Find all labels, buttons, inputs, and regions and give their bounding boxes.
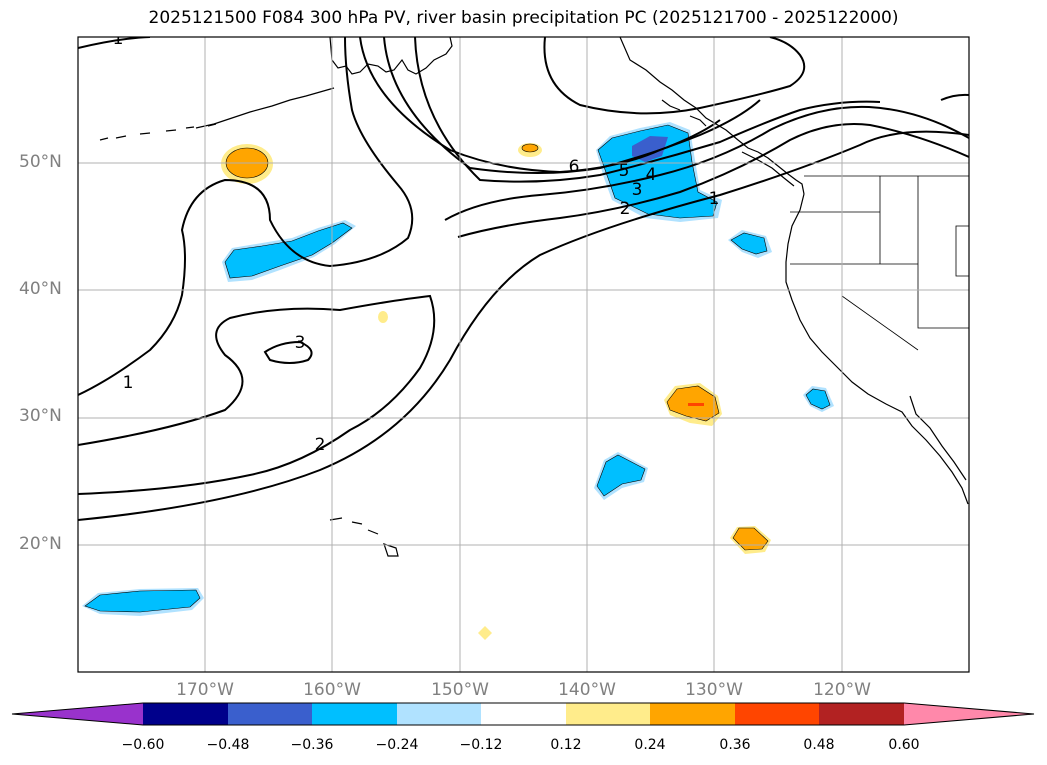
negative-anomaly <box>596 454 646 497</box>
pv-contour-3-north <box>444 105 969 221</box>
political-borders <box>790 175 969 351</box>
negative-anomaly <box>805 388 831 410</box>
bc-coastline <box>619 37 805 195</box>
map-title: 2025121500 F084 300 hPa PV, river basin … <box>148 8 899 28</box>
lon-label: 160°W <box>303 680 361 700</box>
pv-contour-6 <box>359 37 721 174</box>
negative-anomaly <box>597 124 718 219</box>
pv-contour-4 <box>414 37 881 183</box>
pv-contour-1 <box>78 37 414 396</box>
precipitation-shading <box>82 122 834 640</box>
contour-labels: 1 1 1 2 2 3 3 4 5 6 <box>113 29 720 455</box>
colorbar-bin <box>228 703 312 725</box>
contour-label: 2 <box>315 435 326 455</box>
contour-label: 3 <box>295 333 306 353</box>
contour-label: 1 <box>123 373 134 393</box>
pv-contour-north-ridge <box>543 37 806 115</box>
pv-contour-2-outer <box>78 294 436 495</box>
colorbar-tick-label: −0.36 <box>290 737 334 753</box>
colorbar-bin <box>566 703 650 725</box>
lat-label: 50°N <box>19 152 62 172</box>
hawaii-islands <box>329 517 399 557</box>
contour-label: 1 <box>113 29 124 49</box>
colorbar <box>11 702 1035 726</box>
lat-label: 20°N <box>19 534 62 554</box>
colorbar-high-extend <box>904 703 1034 725</box>
lon-label: 170°W <box>176 680 234 700</box>
colorbar-outline <box>11 702 1035 726</box>
pv-contour-1-south <box>78 130 969 521</box>
lat-label: 30°N <box>19 406 62 426</box>
positive-anomaly <box>378 311 388 323</box>
lon-label: 140°W <box>558 680 616 700</box>
negative-anomaly <box>224 222 353 279</box>
lat-label: 40°N <box>19 279 62 299</box>
colorbar-tick-label: −0.24 <box>375 737 419 753</box>
contour-label: 1 <box>709 189 720 209</box>
colorbar-tick-label: −0.60 <box>121 737 165 753</box>
contour-label: 5 <box>619 161 630 181</box>
alaska-coastline <box>329 37 453 75</box>
bc-islands <box>661 99 795 187</box>
contour-label: 2 <box>620 199 631 219</box>
colorbar-bin <box>312 703 397 725</box>
pv-contours <box>78 37 969 521</box>
colorbar-bin <box>397 703 481 725</box>
graticule <box>78 37 969 672</box>
state-borders <box>790 176 969 351</box>
lon-label: 130°W <box>685 680 743 700</box>
map-content: 1 1 1 2 2 3 3 4 5 6 <box>78 29 969 672</box>
colorbar-tick-label: 0.24 <box>634 737 666 753</box>
colorbar-tick-label: 0.36 <box>719 737 751 753</box>
map-frame <box>77 36 970 673</box>
pv-contour-northeast <box>940 93 969 101</box>
colorbar-bin <box>650 703 735 725</box>
pv-contour-3 <box>263 340 313 364</box>
contour-label: 6 <box>569 157 580 177</box>
colorbar-bin <box>819 703 904 725</box>
negative-anomaly <box>730 232 768 255</box>
colorbar-low-extend <box>12 703 143 725</box>
alaska-peninsula <box>195 87 335 129</box>
us-coastline <box>785 193 969 505</box>
colorbar-tick-label: −0.12 <box>459 737 503 753</box>
lon-label: 150°W <box>431 680 489 700</box>
coastlines <box>99 37 969 557</box>
baja-coastline <box>909 395 967 481</box>
positive-anomaly <box>521 143 539 153</box>
colorbar-bin <box>143 703 228 725</box>
positive-anomaly <box>478 626 492 640</box>
colorbar-tick-label: 0.12 <box>550 737 582 753</box>
aleutian-islands <box>99 123 217 141</box>
colorbar-tick-label: 0.60 <box>888 737 920 753</box>
contour-label: 4 <box>646 165 657 185</box>
colorbar-tick-label: −0.48 <box>206 737 250 753</box>
colorbar-tick-label: 0.48 <box>803 737 835 753</box>
strong-positive-anomaly <box>688 403 704 406</box>
colorbar-bin <box>481 703 566 725</box>
colorbar-bin <box>735 703 819 725</box>
lon-label: 120°W <box>813 680 871 700</box>
contour-label: 3 <box>632 180 643 200</box>
pv-contour-2 <box>457 123 969 238</box>
negative-anomaly <box>84 589 201 613</box>
